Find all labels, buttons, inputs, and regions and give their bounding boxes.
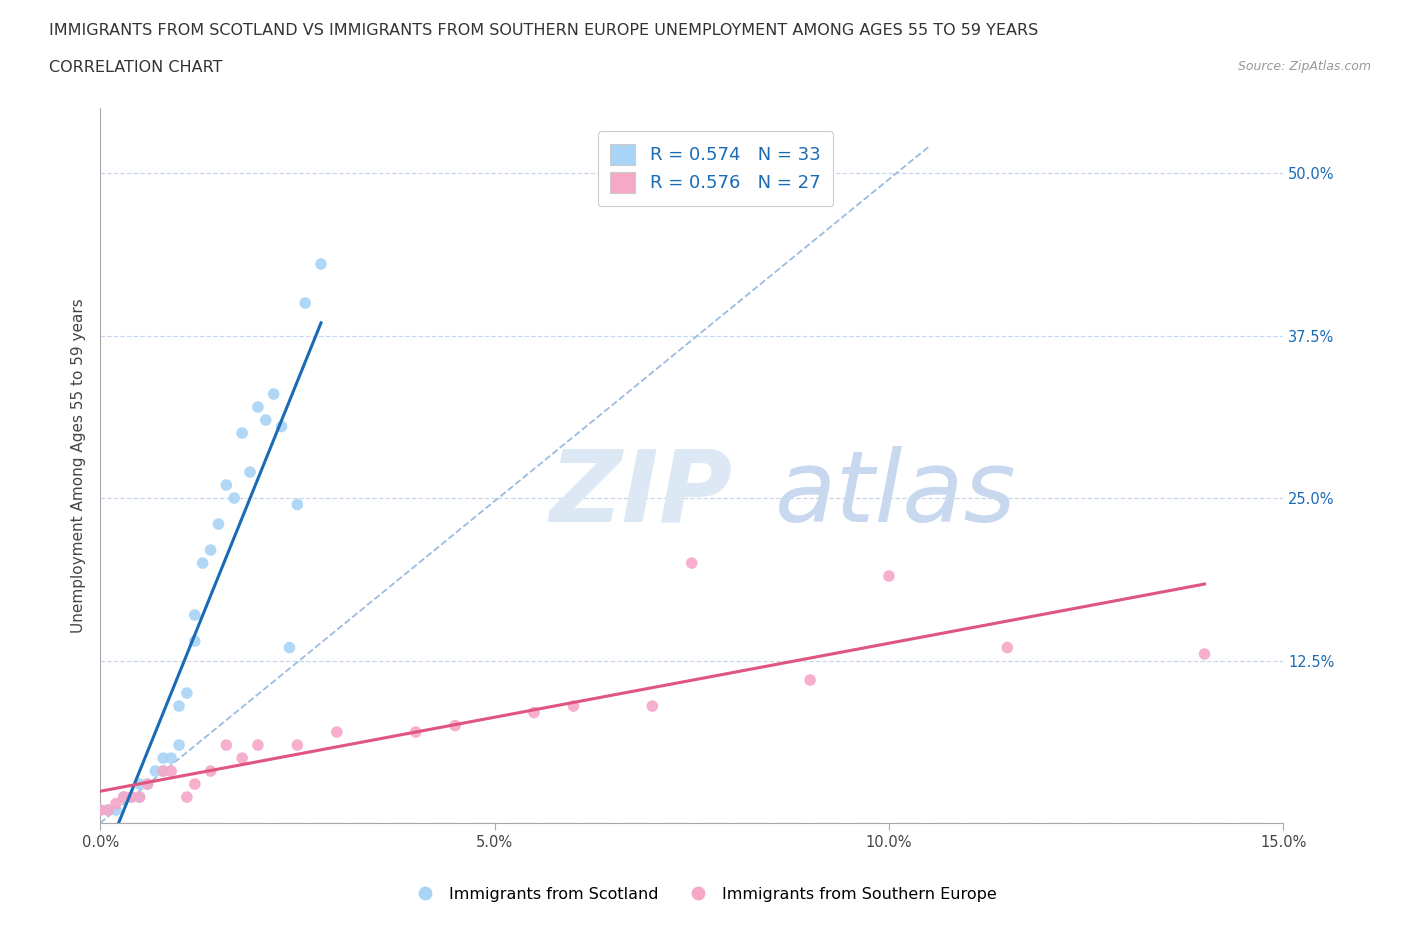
Point (246, 400, 269, 415)
Point (270, 419, 292, 434)
Point (231, 751, 253, 765)
Point (184, 633, 207, 648)
Point (254, 413, 277, 428)
Point (562, 698, 585, 713)
Point (294, 296, 316, 311)
Point (160, 751, 183, 765)
Point (263, 387, 285, 402)
Point (799, 672, 821, 687)
Point (200, 764, 222, 778)
Point (121, 790, 143, 804)
Point (104, 803, 127, 817)
Point (641, 698, 664, 713)
Point (215, 478, 238, 493)
Point (143, 764, 166, 778)
Point (152, 764, 174, 778)
Point (89, 803, 111, 817)
Point (278, 640, 301, 655)
Point (104, 796, 127, 811)
Point (877, 568, 900, 583)
Text: Source: ZipAtlas.com: Source: ZipAtlas.com (1237, 60, 1371, 73)
Point (128, 777, 150, 791)
Point (239, 465, 262, 480)
Point (136, 777, 159, 791)
Point (326, 724, 349, 739)
Point (128, 790, 150, 804)
Point (184, 777, 207, 791)
Point (224, 491, 246, 506)
Text: IMMIGRANTS FROM SCOTLAND VS IMMIGRANTS FROM SOUTHERN EUROPE UNEMPLOYMENT AMONG A: IMMIGRANTS FROM SCOTLAND VS IMMIGRANTS F… (49, 23, 1039, 38)
Point (207, 516, 229, 531)
Point (167, 737, 190, 752)
Point (444, 718, 467, 733)
Point (167, 698, 190, 713)
Point (97, 803, 120, 817)
Point (97, 803, 120, 817)
Text: CORRELATION CHART: CORRELATION CHART (49, 60, 222, 75)
Text: atlas: atlas (775, 445, 1017, 542)
Point (176, 685, 198, 700)
Point (89, 803, 111, 817)
Point (231, 426, 253, 441)
Point (152, 751, 174, 765)
Point (246, 737, 269, 752)
Point (128, 790, 150, 804)
Point (309, 257, 332, 272)
Point (112, 790, 135, 804)
Point (136, 777, 159, 791)
Point (681, 555, 703, 570)
Point (995, 640, 1018, 655)
Point (1194, 646, 1216, 661)
Y-axis label: Unemployment Among Ages 55 to 59 years: Unemployment Among Ages 55 to 59 years (72, 299, 86, 633)
Point (121, 790, 143, 804)
Point (200, 542, 222, 557)
Point (191, 555, 214, 570)
Legend: R = 0.574   N = 33, R = 0.576   N = 27: R = 0.574 N = 33, R = 0.576 N = 27 (598, 131, 834, 206)
Point (523, 705, 546, 720)
Point (176, 790, 198, 804)
Point (285, 737, 308, 752)
Point (285, 498, 308, 512)
Point (112, 790, 135, 804)
Point (160, 764, 183, 778)
Point (152, 764, 174, 778)
Point (215, 737, 238, 752)
Point (184, 607, 207, 622)
Point (405, 724, 427, 739)
Point (112, 790, 135, 804)
Text: ZIP: ZIP (550, 445, 733, 542)
Legend: Immigrants from Scotland, Immigrants from Southern Europe: Immigrants from Scotland, Immigrants fro… (402, 881, 1004, 908)
